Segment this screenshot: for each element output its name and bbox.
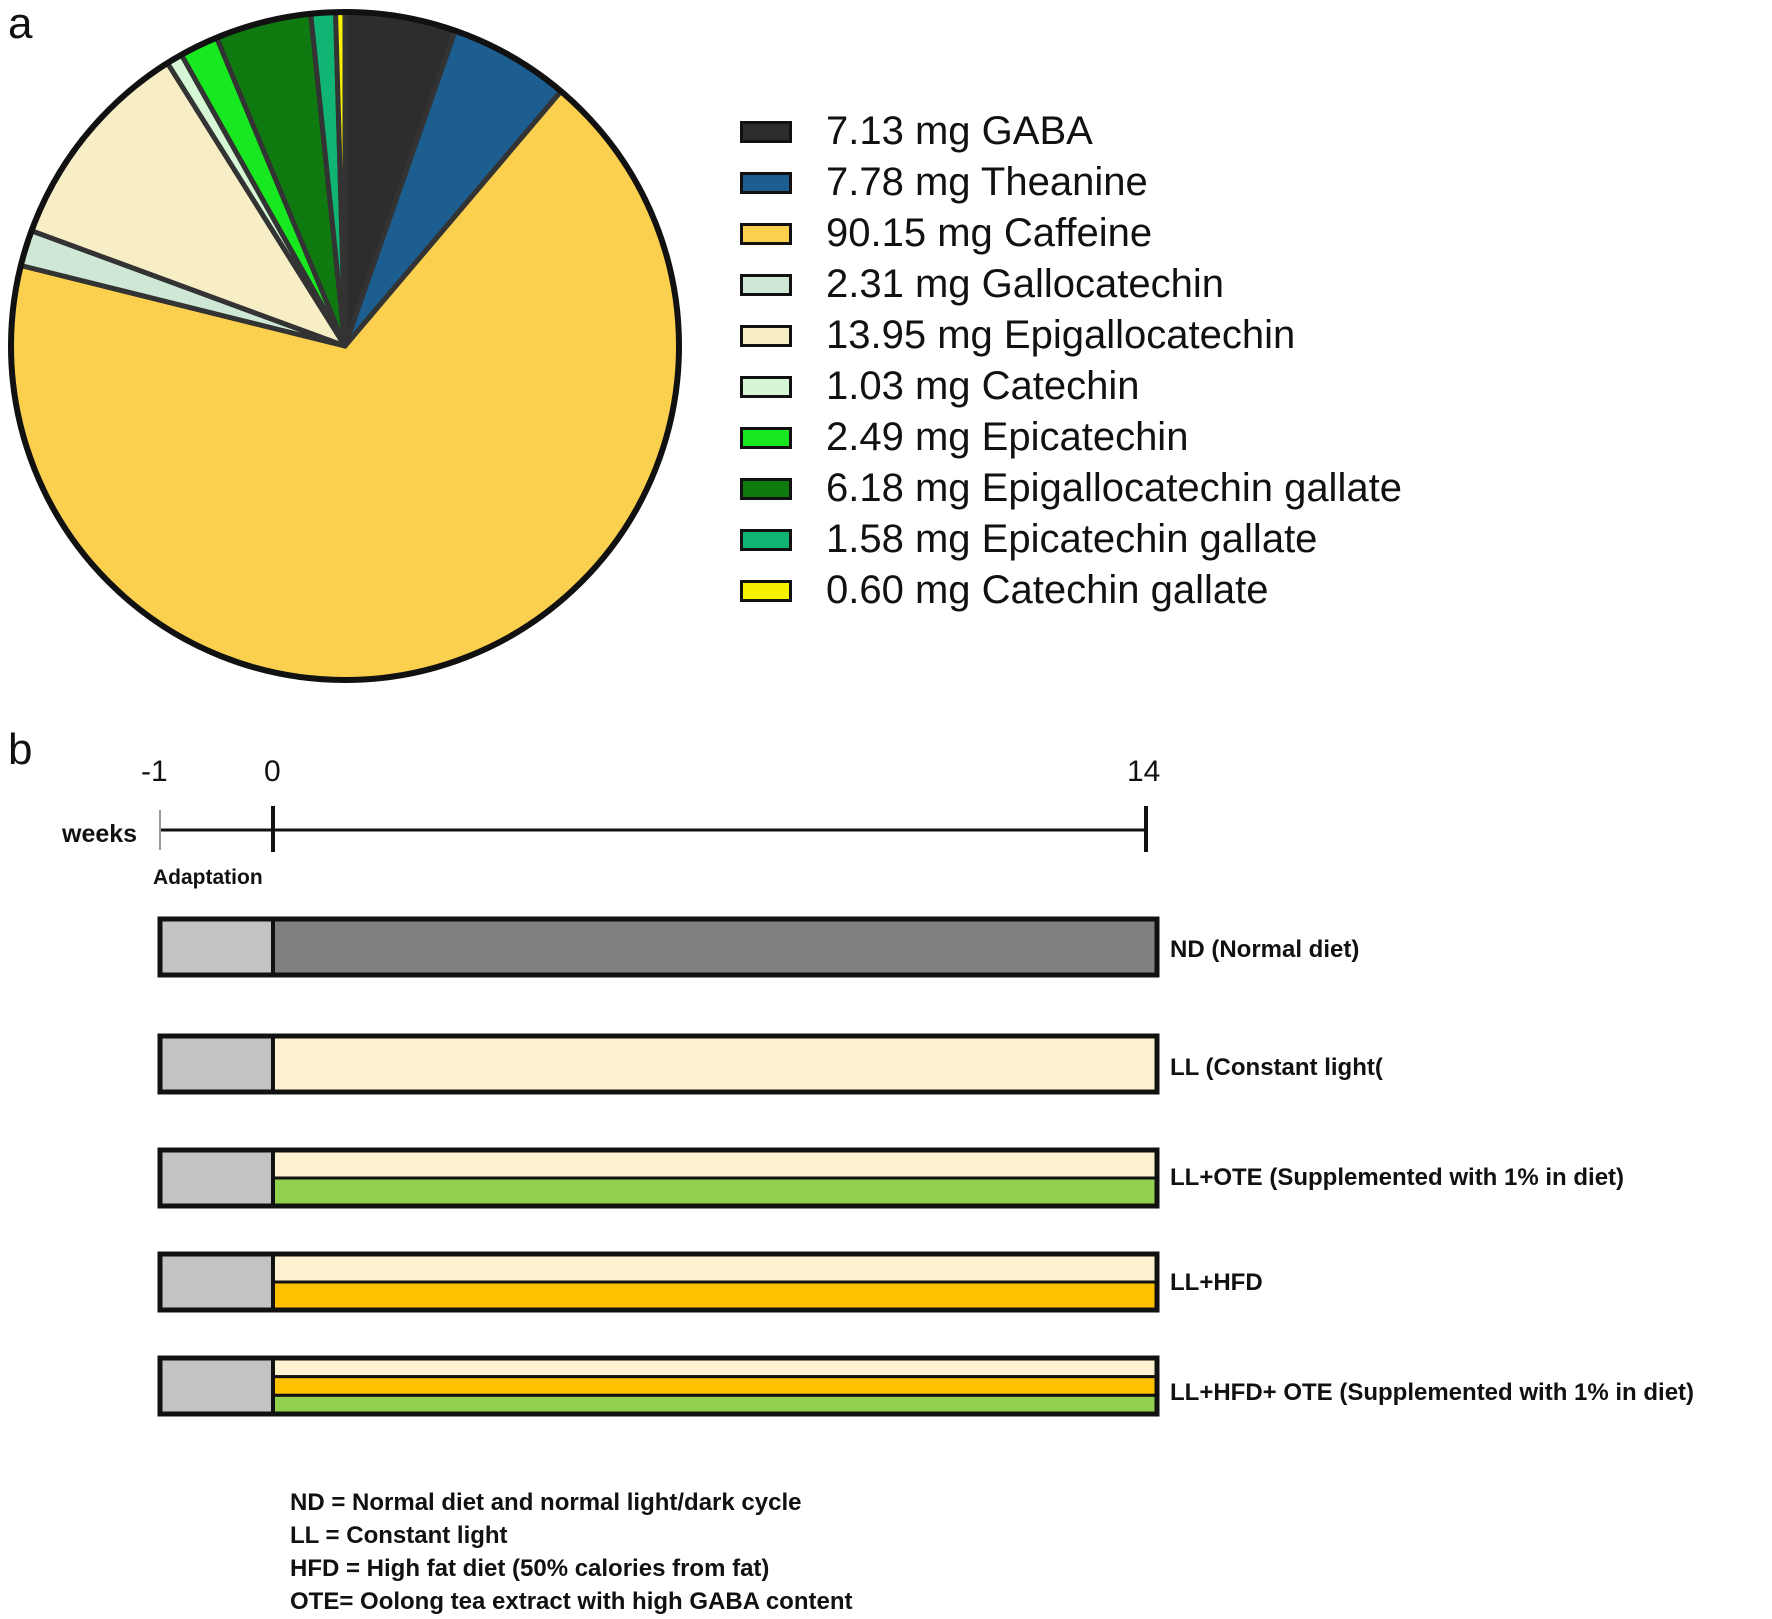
adaptation-segment	[160, 1036, 273, 1092]
group-bar-outline	[157, 1033, 1160, 1095]
legend-swatch	[740, 528, 792, 551]
adaptation-segment	[160, 1254, 273, 1310]
legend-label: 1.03 mg Catechin	[826, 364, 1140, 408]
pie-chart	[8, 9, 682, 683]
legend-item-2: 7.78 mg Theanine	[740, 157, 1402, 208]
pie-outline	[8, 9, 682, 683]
legend-label: 1.58 mg Epicatechin gallate	[826, 517, 1318, 561]
legend-item-4: 2.31 mg Gallocatechin	[740, 259, 1402, 310]
adaptation-segment	[160, 1150, 273, 1206]
pie-slices	[8, 9, 682, 683]
legend-item-9: 1.58 mg Epicatechin gallate	[740, 514, 1402, 565]
treatment-stripe	[271, 1176, 1159, 1208]
treatment-stripe	[271, 1356, 1159, 1379]
legend-swatch	[740, 324, 792, 347]
legend-item-1: 7.13 mg GABA	[740, 106, 1402, 157]
legend-item-3: 90.15 mg Caffeine	[740, 208, 1402, 259]
treatment-stripe	[271, 1148, 1159, 1180]
group-label-ll: LL (Constant light(	[1170, 1054, 1383, 1081]
group-label-ll-ote: LL+OTE (Supplemented with 1% in diet)	[1170, 1164, 1625, 1191]
legend-label: 13.95 mg Epigallocatechin	[826, 313, 1296, 357]
legend-swatch	[740, 273, 792, 296]
group-label-ll-hfd: LL+HFD	[1170, 1269, 1263, 1296]
legend-item-7: 2.49 mg Epicatechin	[740, 412, 1402, 463]
legend-label: 90.15 mg Caffeine	[826, 211, 1153, 255]
legend-swatch	[740, 375, 792, 398]
legend-label: 6.18 mg Epigallocatechin gallate	[826, 466, 1402, 510]
legend-item-10: 0.60 mg Catechin gallate	[740, 565, 1402, 616]
treatment-stripe	[271, 917, 1159, 977]
note-ll: LL = Constant light	[290, 1522, 508, 1549]
panel-b-label: b	[8, 725, 33, 774]
legend-label: 2.49 mg Epicatechin	[826, 415, 1189, 459]
group-bars	[157, 916, 1160, 1417]
legend-swatch	[740, 222, 792, 245]
group-bar-outline	[157, 1251, 1160, 1313]
note-nd: ND = Normal diet and normal light/dark c…	[290, 1489, 802, 1516]
group-bar-outline	[157, 1147, 1160, 1209]
legend-item-5: 13.95 mg Epigallocatechin	[740, 310, 1402, 361]
adaptation-segment	[160, 919, 273, 975]
adaptation-label: Adaptation	[153, 866, 263, 889]
pie-legend: 7.13 mg GABA 7.78 mg Theanine 90.15 mg Caf…	[740, 106, 1402, 616]
legend-swatch	[740, 579, 792, 602]
tick-label-14: 14	[1127, 755, 1161, 788]
treatment-stripe	[271, 1393, 1159, 1416]
legend-swatch	[740, 171, 792, 194]
legend-swatch	[740, 120, 792, 143]
treatment-stripe	[271, 1375, 1159, 1397]
legend-swatch	[740, 477, 792, 500]
treatment-stripe	[271, 1252, 1159, 1284]
note-ote: OTE= Oolong tea extract with high GABA c…	[290, 1588, 853, 1615]
panel-a-label: a	[8, 0, 33, 48]
tick-label-0: 0	[264, 755, 281, 788]
legend-item-8: 6.18 mg Epigallocatechin gallate	[740, 463, 1402, 514]
legend-swatch	[740, 426, 792, 449]
legend-label: 7.13 mg GABA	[826, 109, 1093, 153]
abbreviation-notes: ND = Normal diet and normal light/dark c…	[290, 1486, 852, 1618]
legend-label: 7.78 mg Theanine	[826, 160, 1148, 204]
treatment-stripe	[271, 1280, 1159, 1312]
group-bar-outline	[157, 1355, 1160, 1417]
legend-label: 0.60 mg Catechin gallate	[826, 568, 1269, 612]
adaptation-segment	[160, 1358, 273, 1414]
legend-label: 2.31 mg Gallocatechin	[826, 262, 1225, 306]
group-label-nd: ND (Normal diet)	[1170, 936, 1360, 963]
group-label-ll-hfd-ote: LL+HFD+ OTE (Supplemented with 1% in die…	[1170, 1379, 1695, 1406]
tick-label-minus-1: -1	[141, 755, 168, 788]
legend-item-6: 1.03 mg Catechin	[740, 361, 1402, 412]
group-bar-outline	[157, 916, 1160, 978]
treatment-stripe	[271, 1034, 1159, 1094]
weeks-axis-label: weeks	[62, 820, 138, 848]
note-hfd: HFD = High fat diet (50% calories from f…	[290, 1555, 770, 1582]
